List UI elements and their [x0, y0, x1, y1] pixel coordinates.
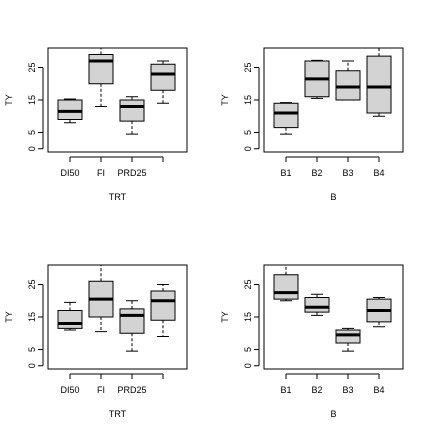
- y-tick-label: 0: [27, 146, 37, 151]
- y-tick-label: 25: [27, 279, 37, 289]
- chart-panel-2: 0 5 15 25 B1 B2 B3 B4 B TY: [220, 47, 404, 202]
- y-tick-label: 15: [27, 95, 37, 105]
- x-tick-label: PRD25: [117, 385, 146, 395]
- chart-panel-3: 0 5 15 25 DI50 FI PRD25 TRT TY: [4, 264, 188, 419]
- box-body: [366, 55, 392, 114]
- x-tick-label: DI50: [60, 385, 79, 395]
- x-axis-title: B: [330, 409, 336, 419]
- box-2: [304, 293, 330, 316]
- y-axis-title: TY: [4, 311, 14, 323]
- y-tick-label: 15: [243, 95, 253, 105]
- box-1: [273, 264, 299, 302]
- box-4: [150, 60, 176, 104]
- box-2: [88, 264, 114, 333]
- x-tick-label: B2: [311, 385, 322, 395]
- box-body: [335, 70, 361, 101]
- box-body: [88, 54, 114, 85]
- x-tick-label: FI: [97, 168, 105, 178]
- box-2: [88, 47, 114, 107]
- box-3: [119, 96, 145, 135]
- box-body: [57, 310, 83, 329]
- y-tick-label: 25: [243, 279, 253, 289]
- box-body: [335, 329, 361, 344]
- x-tick-label: B1: [280, 168, 291, 178]
- y-axis-title: TY: [220, 94, 230, 106]
- box-body: [57, 99, 83, 120]
- y-axis-title: TY: [220, 311, 230, 323]
- box-4: [366, 297, 392, 328]
- plot-frame: [263, 264, 404, 370]
- x-tick-label: FI: [97, 385, 105, 395]
- plot-frame: [47, 264, 188, 370]
- y-tick-label: 25: [243, 62, 253, 72]
- box-body: [150, 63, 176, 91]
- x-tick-label: B4: [373, 168, 384, 178]
- y-tick-label: 5: [27, 347, 37, 352]
- box-1: [57, 301, 83, 331]
- y-tick-label: 0: [243, 146, 253, 151]
- x-tick-label: PRD25: [117, 168, 146, 178]
- plot-frame: [47, 47, 188, 153]
- y-tick-label: 15: [243, 312, 253, 322]
- y-tick-label: 0: [243, 363, 253, 368]
- box-3: [335, 60, 361, 101]
- box-1: [273, 102, 299, 135]
- box-body: [119, 308, 145, 334]
- chart-panel-1: 0 5 15 25 DI50 FI PRD25 TRT TY: [4, 47, 188, 202]
- box-body: [304, 297, 330, 313]
- y-tick-label: 5: [243, 347, 253, 352]
- box-2: [304, 59, 330, 99]
- x-tick-label: B3: [342, 168, 353, 178]
- y-axis-title: TY: [4, 94, 14, 106]
- box-3: [119, 300, 145, 352]
- box-1: [57, 98, 83, 124]
- box-body: [273, 102, 299, 129]
- plot-frame: [263, 47, 404, 153]
- box-body: [150, 290, 176, 321]
- x-tick-label: B1: [280, 385, 291, 395]
- y-tick-label: 5: [243, 130, 253, 135]
- box-4: [150, 284, 176, 337]
- x-axis-title: TRT: [109, 409, 127, 419]
- x-tick-label: B4: [373, 385, 384, 395]
- box-4: [366, 47, 392, 117]
- y-tick-label: 5: [27, 130, 37, 135]
- x-axis-title: TRT: [109, 192, 127, 202]
- y-tick-label: 25: [27, 62, 37, 72]
- x-tick-label: DI50: [60, 168, 79, 178]
- y-tick-label: 0: [27, 363, 37, 368]
- box-3: [335, 327, 361, 352]
- box-body: [119, 99, 145, 122]
- box-body: [273, 274, 299, 300]
- y-tick-label: 15: [27, 312, 37, 322]
- x-tick-label: B3: [342, 385, 353, 395]
- chart-panel-4: 0 5 15 25 B1 B2 B3 B4 B TY: [220, 264, 404, 419]
- x-tick-label: B2: [311, 168, 322, 178]
- x-axis-title: B: [330, 192, 336, 202]
